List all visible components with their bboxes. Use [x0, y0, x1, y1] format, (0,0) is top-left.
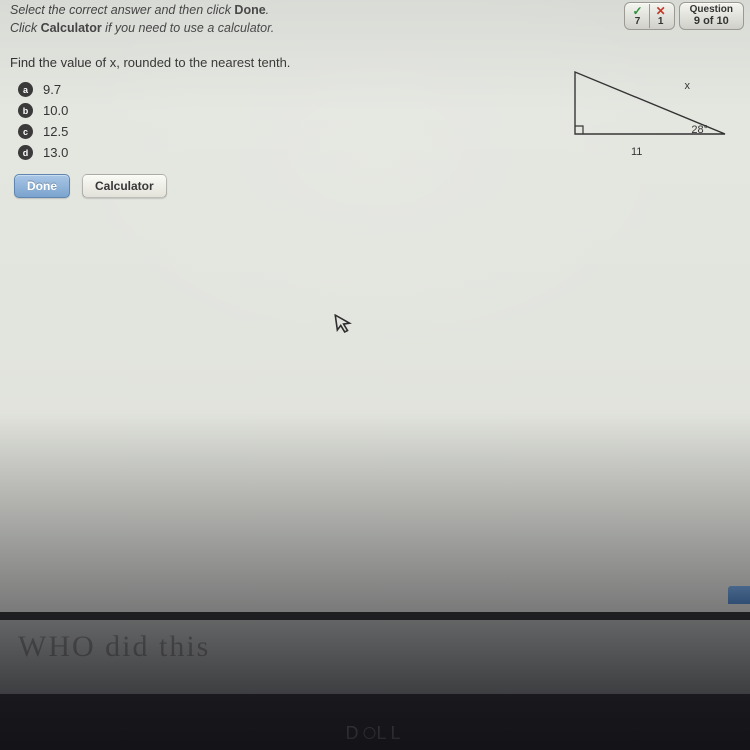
instr-line1-pre: Select the correct answer and then click: [10, 3, 234, 17]
score-correct-value: 7: [635, 17, 641, 27]
instr-line1-post: .: [266, 3, 269, 17]
brand-logo: D LL: [345, 723, 404, 744]
choice-a-text: 9.7: [43, 82, 61, 97]
brand-pre: D: [345, 723, 362, 744]
choice-c-text: 12.5: [43, 124, 68, 139]
choice-d-bubble: d: [18, 145, 33, 160]
quiz-screen: Select the correct answer and then click…: [0, 0, 750, 620]
calculator-button[interactable]: Calculator: [82, 174, 167, 198]
choice-d-text: 13.0: [43, 145, 68, 160]
score-correct: ✓ 7: [627, 4, 649, 28]
brand-ring-icon: [363, 727, 375, 739]
progress-value: 9 of 10: [694, 15, 729, 27]
score-incorrect: ✕ 1: [649, 4, 672, 28]
instr-line2-post: if you need to use a calculator.: [102, 21, 275, 35]
right-angle-icon: [575, 126, 583, 134]
triangle-figure: x 28° 11: [567, 66, 732, 146]
instr-line1-bold: Done: [234, 3, 265, 17]
choice-b-bubble: b: [18, 103, 33, 118]
choice-a-bubble: a: [18, 82, 33, 97]
triangle-angle-label: 28°: [691, 124, 708, 136]
instr-line2-bold: Calculator: [41, 21, 102, 35]
done-button[interactable]: Done: [14, 174, 70, 198]
brand-post: LL: [376, 723, 404, 744]
background-window-text: WHO did this: [0, 628, 750, 664]
triangle-base-label: 11: [631, 146, 642, 158]
instr-line2-pre: Click: [10, 21, 41, 35]
choice-b-text: 10.0: [43, 103, 68, 118]
score-incorrect-value: 1: [658, 17, 664, 27]
triangle-hyp-label: x: [685, 80, 691, 92]
laptop-bezel: D LL: [0, 694, 750, 750]
cursor-icon: [333, 312, 355, 342]
choice-c-bubble: c: [18, 124, 33, 139]
question-progress-pill: Question 9 of 10: [679, 2, 744, 30]
top-right-controls: ✓ 7 ✕ 1 Question 9 of 10: [624, 2, 744, 30]
score-pill: ✓ 7 ✕ 1: [624, 2, 675, 30]
progress-label: Question: [690, 4, 733, 15]
scrollbar-corner[interactable]: [728, 586, 750, 604]
button-row: Done Calculator: [0, 160, 750, 198]
